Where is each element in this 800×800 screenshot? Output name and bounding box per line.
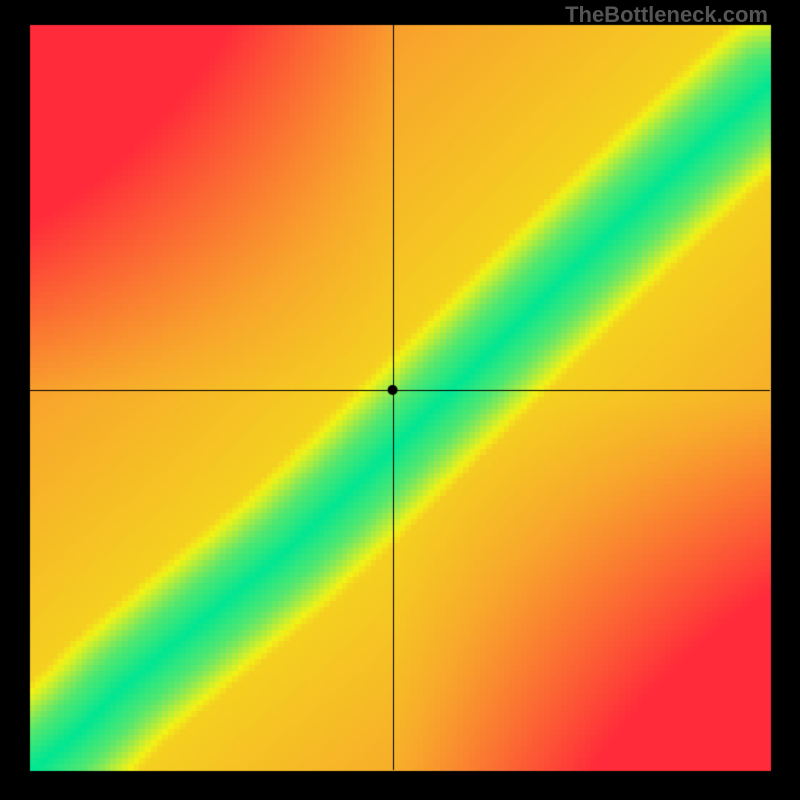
chart-container: TheBottleneck.com (0, 0, 800, 800)
heatmap-canvas (0, 0, 800, 800)
watermark-text: TheBottleneck.com (565, 2, 768, 28)
